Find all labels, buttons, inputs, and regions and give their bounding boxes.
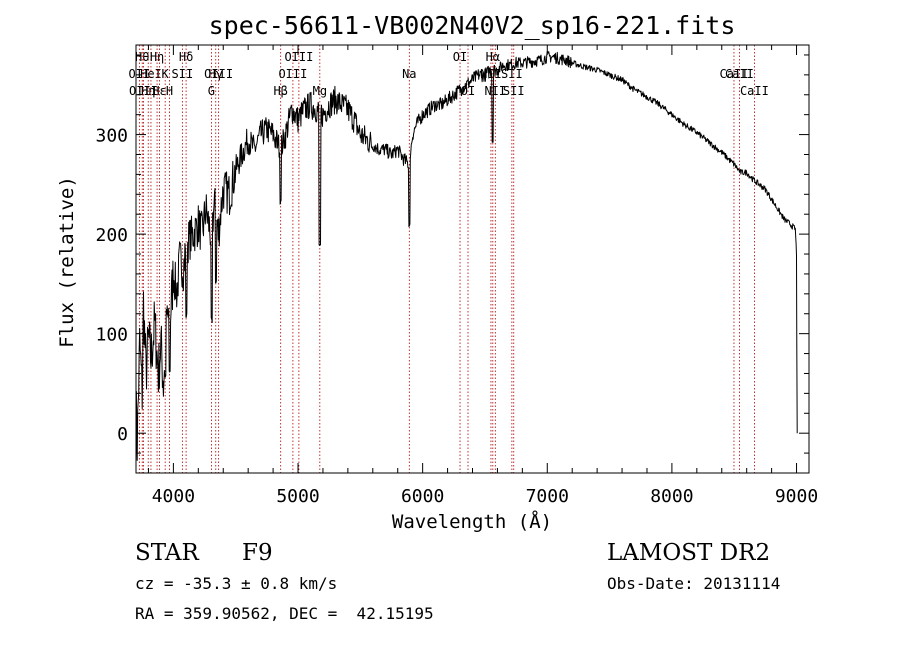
spectrum-line xyxy=(135,50,798,461)
line-marker-label: H xyxy=(166,84,173,98)
plot-frame xyxy=(135,44,810,474)
line-marker-label: Hα xyxy=(486,50,500,64)
object-class: STAR xyxy=(135,540,199,566)
line-marker-label: Hδ xyxy=(179,50,193,64)
line-marker-label: SII xyxy=(501,67,523,81)
x-tick-label: 7000 xyxy=(526,486,569,507)
line-marker-label: G xyxy=(208,84,215,98)
line-marker-label: OIII xyxy=(204,67,233,81)
line-marker-label: CaII xyxy=(720,67,749,81)
redshift-line: cz = -35.3 ± 0.8 km/s xyxy=(135,574,338,593)
x-tick-label: 4000 xyxy=(152,486,195,507)
object-subclass: F9 xyxy=(242,540,273,566)
y-tick-label: 200 xyxy=(95,225,128,246)
y-tick-label: 0 xyxy=(117,424,128,445)
survey-name: LAMOST DR2 xyxy=(607,540,771,566)
line-marker-label: Hβ xyxy=(273,84,287,98)
x-tick-label: 8000 xyxy=(650,486,693,507)
line-marker-label: SII xyxy=(172,67,194,81)
line-marker-label: OI xyxy=(453,50,467,64)
y-axis-label: Flux (relative) xyxy=(56,176,78,348)
line-marker-label: Hθ xyxy=(135,50,149,64)
observation-date: Obs-Date: 20131114 xyxy=(607,574,781,593)
line-marker-label: OII xyxy=(129,67,151,81)
x-tick-label: 5000 xyxy=(276,486,319,507)
line-marker-label: Hγ xyxy=(209,67,223,81)
line-marker-label: Hη xyxy=(150,50,164,64)
spectrum-series xyxy=(135,50,798,461)
line-marker-label: CaII xyxy=(740,84,769,98)
y-tick-label: 100 xyxy=(95,325,128,346)
axes: 4000 5000 6000 7000 8000 9000 0 100 200 300 xyxy=(95,45,818,507)
x-axis-label: Wavelength (Å) xyxy=(392,510,552,533)
spectral-line-markers: OIIHθOIIIHηHeIHηHεKHSIIHδGHγOIIIHβOIIIOI… xyxy=(129,45,769,473)
line-marker-label: SII xyxy=(503,84,525,98)
line-marker-label: CaII xyxy=(725,67,754,81)
line-marker-label: HeI xyxy=(140,67,162,81)
coordinates-line: RA = 359.90562, DEC = 42.15195 xyxy=(135,604,434,623)
line-marker-label: OIII xyxy=(278,67,307,81)
line-marker-label: NII xyxy=(484,84,506,98)
y-tick-label: 300 xyxy=(95,126,128,147)
line-marker-label: OIII xyxy=(284,50,313,64)
line-marker-label: Hε xyxy=(152,84,166,98)
line-marker-label: Na xyxy=(402,67,416,81)
line-marker-label: Hη xyxy=(141,84,155,98)
line-marker-label: Mg xyxy=(313,84,327,98)
chart-title: spec-56611-VB002N40V2_sp16-221.fits xyxy=(209,11,736,40)
x-tick-label: 9000 xyxy=(775,486,818,507)
x-tick-label: 6000 xyxy=(401,486,444,507)
line-marker-label: K xyxy=(162,67,170,81)
